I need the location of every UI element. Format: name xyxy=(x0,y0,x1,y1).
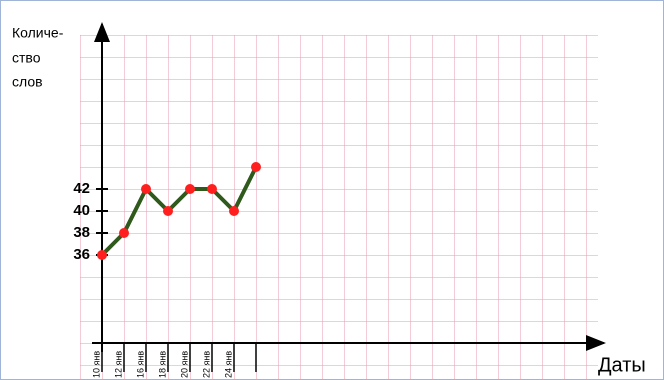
x-tick-label: 16 янв xyxy=(135,351,145,378)
point xyxy=(251,162,261,172)
line xyxy=(100,166,258,257)
x-tick-label: 20 янв xyxy=(179,351,189,378)
point xyxy=(207,184,217,194)
y-axis-label: слов xyxy=(12,74,43,90)
x-tick-label: 10 янв xyxy=(91,351,101,378)
x-tick-label: 18 янв xyxy=(157,351,167,378)
point xyxy=(119,228,129,238)
y-tick-label: 36 xyxy=(73,246,90,263)
x-tick-label: 12 янв xyxy=(113,351,123,378)
grid-paper xyxy=(80,35,598,380)
point xyxy=(229,206,239,216)
point xyxy=(163,206,173,216)
y-axis-label: ство xyxy=(12,50,41,66)
point xyxy=(141,184,151,194)
point xyxy=(97,250,107,260)
y-tick-label: 38 xyxy=(73,224,90,241)
x-tick-label: 24 янв xyxy=(223,351,233,378)
x-axis-label: Даты xyxy=(598,354,646,376)
x-tick-label: 22 янв xyxy=(201,351,211,378)
y-tick-label: 42 xyxy=(73,180,90,197)
y-tick-label: 40 xyxy=(73,202,90,219)
point xyxy=(185,184,195,194)
y-axis-label: Количе- xyxy=(12,25,64,41)
